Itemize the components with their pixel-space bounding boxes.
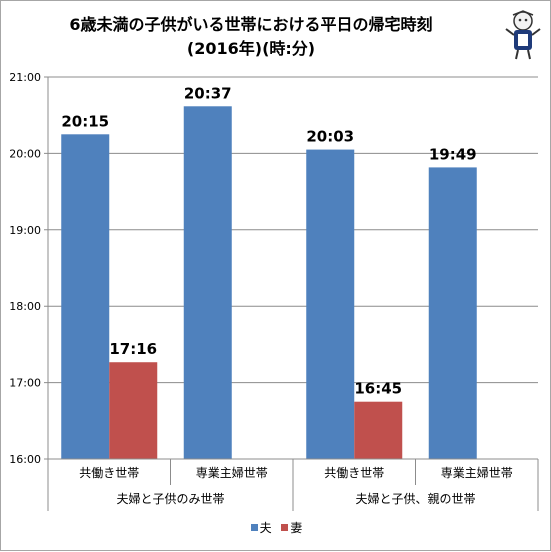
y-tick-label: 20:00 (9, 147, 41, 160)
legend-item-husband: 夫 (250, 519, 272, 536)
category-label: 専業主婦世帯 (441, 465, 513, 480)
data-label: 17:16 (109, 340, 157, 358)
data-label: 19:49 (429, 145, 477, 163)
group-label: 夫婦と子供のみ世帯 (116, 491, 224, 506)
data-label: 20:03 (306, 128, 354, 146)
y-tick-label: 21:00 (9, 71, 41, 84)
data-label: 20:37 (184, 84, 232, 102)
bar (428, 167, 477, 459)
legend-label-husband: 夫 (259, 521, 272, 535)
legend: 夫 妻 (1, 519, 551, 536)
chart-title-line2: (2016年)(時:分) (186, 39, 316, 58)
bar (306, 149, 355, 459)
legend-label-wife: 妻 (290, 521, 303, 535)
group-label: 夫婦と子供、親の世帯 (355, 491, 475, 506)
bar (183, 106, 232, 459)
category-label: 共働き世帯 (324, 466, 384, 480)
y-tick-label: 19:00 (9, 224, 41, 237)
bar (354, 401, 403, 459)
data-label: 20:15 (61, 112, 109, 130)
y-tick-label: 18:00 (9, 300, 41, 313)
category-label: 共働き世帯 (79, 466, 139, 480)
legend-swatch-husband (250, 524, 258, 531)
mascot-icon (505, 10, 541, 60)
bar (61, 134, 110, 460)
chart-title: 6歳未満の子供がいる世帯における平日の帰宅時刻 (2016年)(時:分) (41, 13, 461, 61)
y-tick-label: 17:00 (9, 377, 41, 390)
bar (109, 362, 158, 459)
category-label: 専業主婦世帯 (196, 465, 268, 480)
legend-item-wife: 妻 (281, 519, 302, 536)
y-tick-label: 16:00 (9, 453, 41, 466)
data-label: 16:45 (354, 380, 402, 398)
legend-swatch-wife (281, 524, 289, 531)
chart-title-line1: 6歳未満の子供がいる世帯における平日の帰宅時刻 (69, 15, 433, 34)
